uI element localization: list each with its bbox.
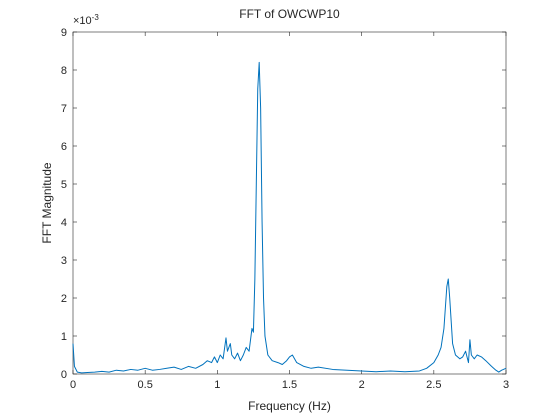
y-tick-label: 5: [61, 179, 67, 191]
y-scale-factor: ×10-3: [73, 13, 99, 27]
y-exponent: -3: [92, 13, 100, 22]
plot-frame: [72, 31, 507, 375]
y-tick-label: 6: [61, 141, 67, 153]
x-tick-label: 2: [359, 379, 365, 391]
y-tick-label: 1: [61, 331, 67, 343]
x-tick-label: 1.5: [282, 379, 297, 391]
chart-title: FFT of OWCWP10: [239, 7, 340, 21]
y-axis-label: FFT Magnitude: [40, 162, 54, 243]
x-tick-label: 0: [70, 379, 76, 391]
y-tick-label: 9: [61, 27, 67, 39]
x-axis-label: Frequency (Hz): [248, 399, 331, 413]
x-tick-label: 1: [214, 379, 220, 391]
y-tick-label: 4: [61, 217, 67, 229]
x-tick-label: 0.5: [138, 379, 153, 391]
y-tick-label: 3: [61, 255, 67, 267]
x-tick-label: 3: [503, 379, 509, 391]
y-tick-label: 2: [61, 293, 67, 305]
y-tick-label: 0: [61, 369, 67, 381]
x-tick-label: 2.5: [426, 379, 441, 391]
y-tick-label: 8: [61, 65, 67, 77]
y-tick-label: 7: [61, 103, 67, 115]
y-multiplier: ×10: [73, 15, 92, 27]
data-line: [72, 61, 507, 374]
